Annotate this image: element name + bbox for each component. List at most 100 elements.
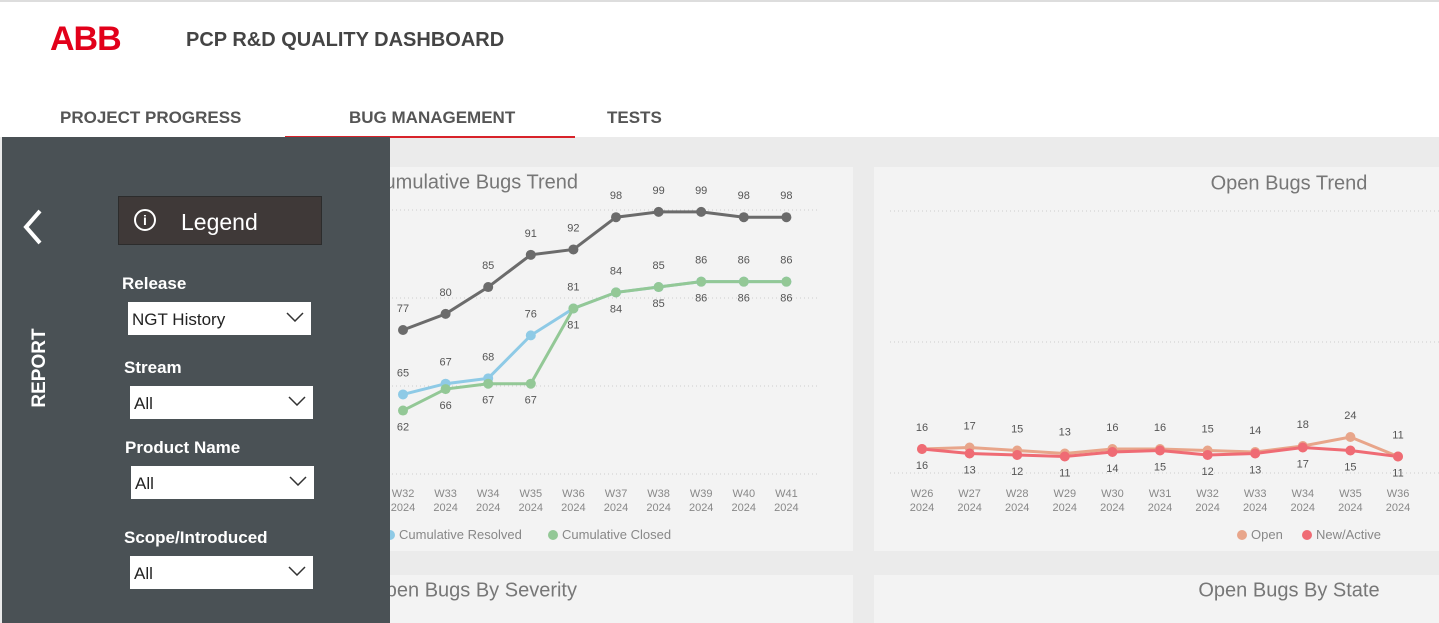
x-tick-label: W36 bbox=[562, 488, 585, 500]
data-label: 98 bbox=[780, 190, 792, 202]
data-label: 86 bbox=[780, 293, 792, 305]
data-label: 18 bbox=[1297, 419, 1309, 431]
data-point bbox=[1345, 445, 1356, 456]
data-label: 68 bbox=[482, 351, 494, 363]
x-tick-label: 2024 bbox=[476, 502, 500, 514]
x-tick-label: W32 bbox=[392, 488, 415, 500]
data-point bbox=[611, 212, 621, 223]
sidebar: REPORT i Legend Release NGT History Stream A… bbox=[2, 137, 390, 623]
data-label: 76 bbox=[525, 308, 537, 320]
legend-label: New/Active bbox=[1316, 527, 1381, 542]
data-label: 86 bbox=[780, 255, 792, 267]
dropdown-arrow bbox=[288, 566, 306, 576]
filter-label: Stream bbox=[124, 358, 182, 377]
chart-title: Cumulative Bugs Trend bbox=[370, 171, 578, 193]
top-bar: ABB PCP R&D QUALITY DASHBOARD PROJECT PR… bbox=[0, 0, 1439, 138]
filter-value: NGT History bbox=[132, 310, 226, 329]
collapse-button[interactable] bbox=[22, 209, 44, 245]
data-point bbox=[440, 384, 451, 395]
x-tick-label: W41 bbox=[775, 488, 798, 500]
filter-label: Product Name bbox=[125, 438, 241, 457]
data-label: 98 bbox=[738, 190, 750, 202]
data-label: 81 bbox=[567, 320, 579, 332]
data-label: 86 bbox=[695, 255, 707, 267]
data-label: 14 bbox=[1106, 463, 1118, 475]
data-point bbox=[1250, 448, 1261, 459]
x-tick-label: W37 bbox=[605, 488, 628, 500]
data-label: 91 bbox=[525, 228, 537, 240]
data-label: 98 bbox=[610, 190, 622, 202]
x-tick-label: 2024 bbox=[1386, 502, 1410, 514]
tab[interactable]: PROJECT PROGRESS bbox=[60, 108, 242, 127]
data-point bbox=[568, 303, 579, 314]
x-tick-label: 2024 bbox=[1005, 502, 1029, 514]
x-tick-label: 2024 bbox=[604, 502, 628, 514]
data-point bbox=[653, 282, 664, 293]
x-tick-label: 2024 bbox=[519, 502, 543, 514]
x-tick-label: W33 bbox=[434, 488, 457, 500]
data-point bbox=[1202, 450, 1213, 460]
x-tick-label: W28 bbox=[1006, 488, 1029, 500]
legend-label: Open bbox=[1251, 527, 1283, 542]
data-label: 13 bbox=[963, 465, 975, 477]
data-label: 84 bbox=[610, 265, 622, 277]
card bbox=[300, 167, 853, 551]
tab[interactable]: BUG MANAGEMENT bbox=[349, 108, 516, 127]
card bbox=[874, 167, 1439, 551]
chart-title: Open Bugs By State bbox=[1198, 579, 1379, 601]
x-tick-label: W40 bbox=[732, 488, 755, 500]
data-point bbox=[781, 276, 792, 287]
data-label: 15 bbox=[1011, 424, 1023, 436]
data-label: 85 bbox=[652, 298, 664, 310]
data-point bbox=[653, 206, 664, 217]
legend-label: Cumulative Resolved bbox=[399, 527, 522, 542]
filter-dropdown[interactable]: All bbox=[130, 386, 313, 419]
filter-dropdown[interactable]: NGT History bbox=[128, 302, 311, 335]
data-label: 15 bbox=[1201, 424, 1213, 436]
filter-dropdown[interactable]: All bbox=[131, 466, 314, 499]
x-tick-label: 2024 bbox=[561, 502, 585, 514]
data-label: 12 bbox=[1201, 466, 1213, 478]
dropdown-arrow bbox=[288, 396, 306, 406]
x-tick-label: 2024 bbox=[774, 502, 798, 514]
x-tick-label: 2024 bbox=[1291, 502, 1315, 514]
data-label: 16 bbox=[916, 460, 928, 472]
x-tick-label: W38 bbox=[647, 488, 670, 500]
tab[interactable]: TESTS bbox=[607, 108, 662, 127]
data-label: 11 bbox=[1392, 468, 1403, 480]
data-point bbox=[398, 405, 408, 416]
x-tick-label: W33 bbox=[1244, 488, 1267, 500]
x-tick-label: 2024 bbox=[1148, 502, 1172, 514]
x-tick-label: W29 bbox=[1053, 488, 1076, 500]
card bbox=[874, 575, 1439, 623]
data-label: 12 bbox=[1011, 466, 1023, 478]
data-label: 16 bbox=[1154, 422, 1166, 434]
chart-title: Open Bugs By Severity bbox=[370, 579, 577, 601]
x-tick-label: W32 bbox=[1196, 488, 1219, 500]
x-tick-label: 2024 bbox=[391, 502, 415, 514]
legend-button[interactable]: i Legend bbox=[118, 196, 322, 245]
x-tick-label: 2024 bbox=[957, 502, 981, 514]
filter-dropdown[interactable]: All bbox=[130, 556, 313, 589]
x-tick-label: 2024 bbox=[1338, 502, 1362, 514]
data-label: 11 bbox=[1059, 468, 1070, 480]
data-label: 67 bbox=[525, 395, 537, 407]
data-label: 92 bbox=[567, 222, 579, 234]
card bbox=[300, 575, 853, 623]
chart-title: Open Bugs Trend bbox=[1211, 172, 1368, 194]
data-point bbox=[1297, 442, 1308, 453]
filter-value: All bbox=[134, 564, 153, 583]
x-tick-label: 2024 bbox=[1195, 502, 1219, 514]
data-label: 67 bbox=[439, 357, 451, 369]
logo: ABB bbox=[50, 20, 122, 58]
data-label: 17 bbox=[1297, 459, 1309, 471]
data-label: 99 bbox=[695, 185, 707, 197]
x-tick-label: 2024 bbox=[1053, 502, 1077, 514]
x-tick-label: W30 bbox=[1101, 488, 1124, 500]
data-point bbox=[483, 282, 494, 293]
data-label: 13 bbox=[1249, 465, 1261, 477]
legend-label: Cumulative Closed bbox=[562, 527, 671, 542]
data-point bbox=[1155, 445, 1165, 456]
x-tick-label: 2024 bbox=[1243, 502, 1267, 514]
